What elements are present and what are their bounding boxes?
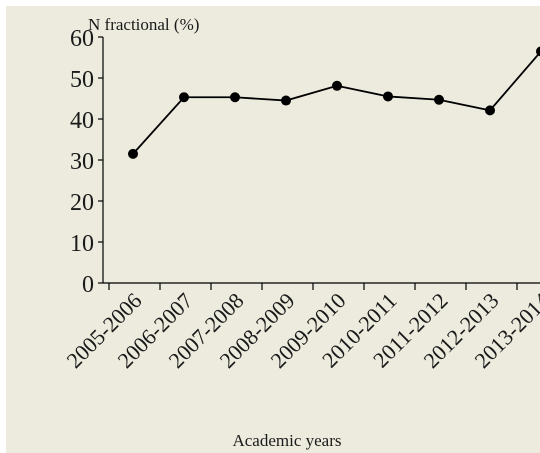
data-point: [485, 105, 495, 116]
data-point: [281, 95, 291, 106]
data-point: [536, 46, 540, 57]
y-tick-label: 10: [70, 231, 94, 257]
data-point: [128, 148, 138, 159]
x-axis-ticks: 2005-20062006-20072007-20082008-20092009…: [61, 283, 540, 373]
data-point: [230, 92, 240, 103]
series-line-group: [128, 46, 540, 159]
data-point: [434, 94, 444, 105]
chart-axes: [102, 37, 540, 284]
y-tick-label: 0: [82, 272, 94, 298]
y-axis-title: N fractional (%): [88, 15, 199, 34]
y-axis-ticks: 0 10 20 30 40 50 60: [70, 26, 103, 298]
x-axis-title: Academic years: [232, 431, 341, 450]
y-tick-label: 50: [70, 67, 94, 93]
y-tick-label: 60: [70, 26, 94, 52]
series-line: [132, 51, 540, 155]
chart-background: [6, 6, 540, 453]
data-point: [383, 91, 393, 102]
data-point: [179, 92, 189, 103]
y-tick-label: 30: [70, 149, 94, 175]
data-point: [332, 80, 342, 91]
y-tick-label: 40: [70, 108, 94, 134]
y-tick-label: 20: [70, 190, 94, 216]
